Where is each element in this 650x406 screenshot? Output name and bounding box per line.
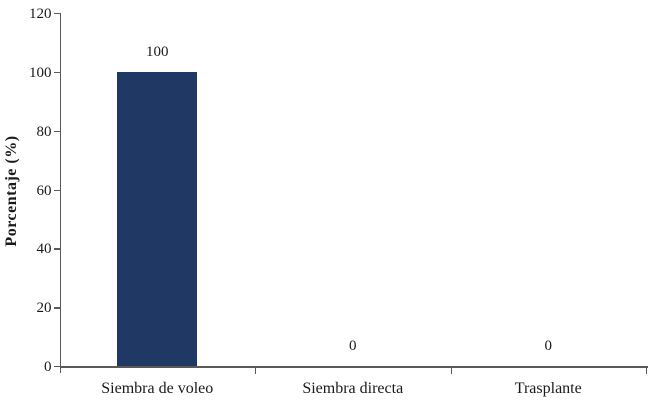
y-tick-mark	[53, 307, 60, 309]
x-tick-mark	[450, 367, 452, 374]
y-tick-mark	[53, 130, 60, 133]
y-axis-line	[59, 13, 61, 373]
bar-1	[117, 71, 198, 366]
y-tick-label: 0	[44, 359, 52, 375]
y-tick-label: 120	[29, 6, 52, 22]
y-tick-label: 100	[29, 64, 52, 81]
data-label: 0	[349, 338, 357, 354]
y-tick-label: 40	[36, 241, 52, 258]
y-tick-label: 60	[36, 182, 52, 199]
y-tick-label: 80	[36, 123, 52, 140]
x-tick-mark	[255, 367, 257, 374]
y-tick-mark	[53, 248, 60, 250]
data-label: 0	[544, 338, 553, 354]
x-tick-mark	[646, 367, 648, 374]
y-tick-label: 20	[36, 300, 52, 317]
y-tick-mark	[53, 189, 60, 191]
y-tick-mark	[53, 366, 60, 368]
x-axis-line	[59, 366, 648, 368]
y-tick-mark	[53, 13, 60, 15]
category-label: Trasplante	[514, 380, 582, 397]
data-label: 100	[146, 43, 169, 60]
category-label: Siembra directa	[302, 380, 404, 397]
category-label: Siembra de voleo	[101, 380, 214, 397]
y-tick-mark	[53, 71, 60, 74]
